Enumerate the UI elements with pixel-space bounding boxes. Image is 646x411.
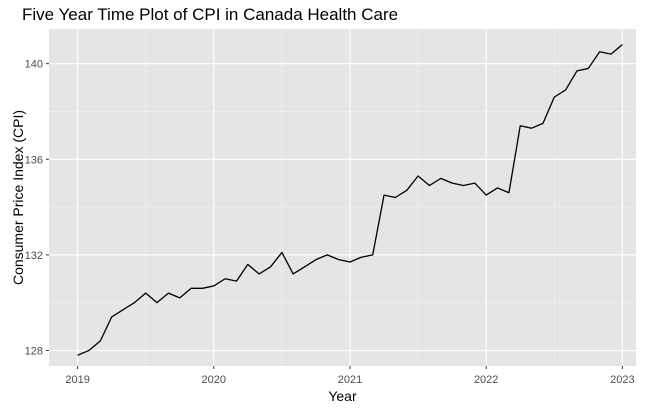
y-tick-label: 128 <box>25 345 43 357</box>
x-tick-label: 2019 <box>65 374 89 386</box>
minor-gridlines <box>49 29 636 366</box>
y-axis-title: Consumer Price Index (CPI) <box>10 110 26 285</box>
x-axis: 2019 2020 2021 2022 2023 <box>65 366 635 386</box>
y-tick-label: 140 <box>25 59 43 71</box>
major-gridlines <box>49 29 636 366</box>
x-tick-label: 2023 <box>610 374 634 386</box>
chart-title: Five Year Time Plot of CPI in Canada Hea… <box>22 5 398 24</box>
plot-panel <box>49 29 636 366</box>
series-layer <box>77 44 623 356</box>
x-tick-label: 2022 <box>474 374 498 386</box>
x-tick-label: 2020 <box>202 374 226 386</box>
series-line <box>77 44 623 356</box>
y-tick-label: 136 <box>25 154 43 166</box>
x-axis-title: Year <box>328 388 357 404</box>
y-axis: 128 132 136 140 <box>25 59 49 357</box>
y-tick-label: 132 <box>25 250 43 262</box>
x-tick-label: 2021 <box>338 374 362 386</box>
